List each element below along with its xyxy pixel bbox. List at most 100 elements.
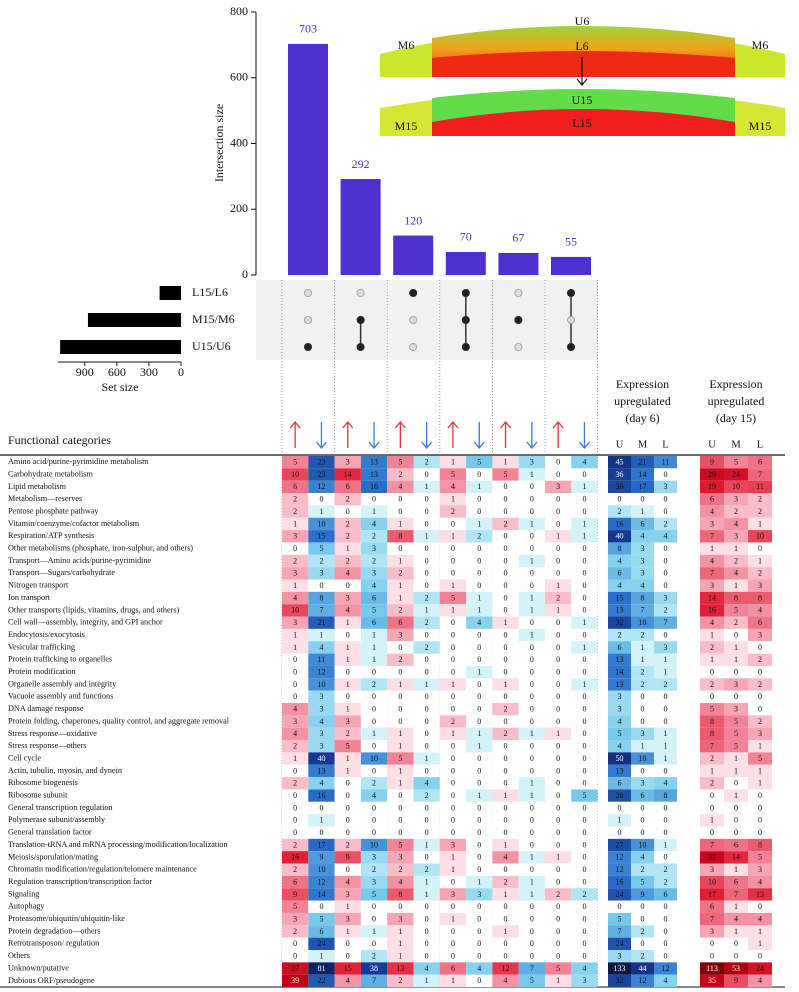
cell-value: 0: [372, 717, 376, 726]
heat-cell: [439, 678, 467, 691]
heat-cell: [631, 616, 654, 629]
heat-cell: [545, 542, 572, 555]
heat-cell: [748, 801, 772, 815]
heat-cell: [518, 740, 545, 753]
cell-value: 0: [451, 877, 455, 886]
heat-cell: [387, 900, 414, 913]
category-label: DNA damage response: [8, 704, 84, 713]
cell-value: 2: [710, 779, 714, 788]
cell-value: 13: [616, 766, 624, 775]
cell-value: 1: [398, 742, 402, 751]
heat-cell: [334, 554, 361, 568]
cell-value: 1: [425, 754, 429, 763]
heat-cell: [518, 530, 545, 543]
heat-cell: [439, 764, 467, 778]
heat-cell: [748, 554, 772, 568]
cell-value: 0: [758, 952, 762, 961]
heat-cell: [466, 863, 493, 876]
heat-cell: [571, 690, 598, 703]
heat-cell: [466, 493, 493, 506]
heat-cell: [282, 480, 309, 494]
cell-value: 1: [556, 729, 560, 738]
heat-cell: [608, 530, 631, 543]
category-label: Lipid metabolism: [8, 482, 67, 491]
heat-cell: [654, 616, 677, 629]
cell-value: 1: [758, 519, 762, 528]
cell-value: 1: [556, 606, 560, 615]
heat-cell: [724, 604, 748, 617]
heat-cell: [360, 665, 388, 679]
heat-cell: [308, 974, 335, 988]
heat-cell: [631, 727, 654, 741]
cell-value: 0: [398, 705, 402, 714]
cell-value: 6: [758, 458, 762, 467]
cell-value: 12: [317, 877, 325, 886]
heat-cell: [413, 628, 440, 642]
heat-cell: [360, 937, 388, 950]
cell-value: 13: [616, 606, 624, 615]
cell-value: 1: [425, 532, 429, 541]
bar: [393, 235, 434, 275]
cell-value: 2: [664, 865, 668, 874]
cell-value: 0: [504, 816, 508, 825]
heat-cell: [492, 962, 519, 975]
cell-value: 0: [451, 556, 455, 565]
heat-cell: [518, 579, 545, 592]
heat-cell: [413, 493, 440, 506]
heat-cell: [282, 764, 309, 778]
cell-value: 0: [504, 779, 508, 788]
heat-cell: [545, 468, 572, 481]
cell-value: 44: [639, 964, 647, 973]
cell-value: 3: [293, 914, 297, 923]
heat-cell: [413, 912, 440, 926]
cell-value: 2: [425, 865, 429, 874]
heat-cell: [466, 567, 493, 580]
heat-cell: [654, 468, 677, 481]
heat-cell: [571, 678, 598, 691]
cell-value: 0: [477, 556, 481, 565]
heat-cell: [466, 480, 493, 494]
cell-value: 0: [504, 865, 508, 874]
cell-value: 1: [346, 680, 350, 689]
heat-cell: [518, 703, 545, 716]
cell-value: 0: [451, 643, 455, 652]
heat-cell: [724, 567, 748, 580]
cell-value: 10: [291, 470, 299, 479]
cell-value: 2: [758, 495, 762, 504]
cell-value: 2: [641, 680, 645, 689]
heat-cell: [724, 628, 748, 642]
cell-value: 0: [556, 902, 560, 911]
cell-value: 0: [530, 705, 534, 714]
heat-cell: [748, 838, 772, 852]
cell-value: 0: [734, 952, 738, 961]
heat-cell: [654, 875, 677, 889]
cell-value: 12: [616, 853, 624, 862]
heat-cell: [439, 875, 467, 889]
membership-dot: [567, 288, 576, 297]
cell-value: 0: [758, 902, 762, 911]
heat-cell: [282, 456, 309, 469]
heat-cell: [545, 826, 572, 839]
heat-cell: [492, 727, 519, 741]
heat-cell: [439, 542, 467, 555]
heat-cell: [654, 530, 677, 543]
cell-value: 1: [451, 853, 455, 862]
heat-cell: [571, 851, 598, 864]
cell-value: 7: [530, 964, 534, 973]
heat-cell: [387, 690, 414, 703]
cell-value: 0: [530, 680, 534, 689]
cell-value: 0: [293, 952, 297, 961]
group-title: upregulated: [708, 394, 765, 408]
cell-value: 0: [398, 791, 402, 800]
category-label: Transport—Amino acids/purine-pyrimidine: [8, 556, 152, 565]
heat-cell: [748, 678, 772, 691]
heat-cell: [334, 678, 361, 691]
cell-value: 3: [641, 556, 645, 565]
heat-cell: [518, 641, 545, 654]
heat-cell: [282, 690, 309, 703]
heat-cell: [631, 789, 654, 802]
heat-cell: [518, 554, 545, 568]
diagram-label: L15: [572, 116, 591, 130]
cell-value: 0: [425, 495, 429, 504]
heat-cell: [466, 628, 493, 642]
